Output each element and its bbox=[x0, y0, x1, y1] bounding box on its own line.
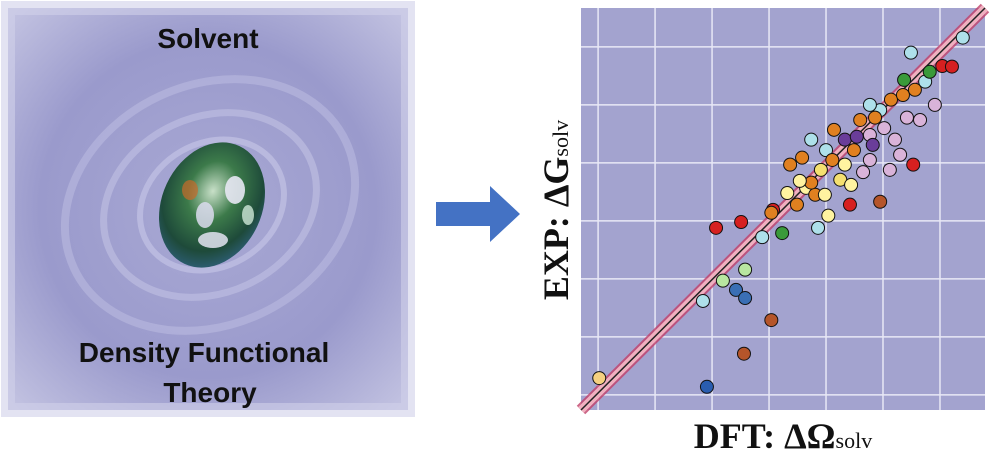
x-axis-label-main: DFT: ΔΩ bbox=[694, 416, 836, 456]
y-axis-label-main: EXP: ΔG bbox=[536, 157, 576, 301]
point bbox=[699, 379, 714, 394]
point bbox=[738, 291, 753, 306]
point bbox=[819, 143, 834, 158]
point bbox=[826, 122, 841, 137]
point bbox=[897, 72, 912, 87]
point bbox=[862, 152, 877, 167]
fit-line bbox=[576, 3, 990, 415]
y-axis-label: EXP: ΔGsolv bbox=[536, 120, 576, 300]
point bbox=[709, 220, 724, 235]
point bbox=[903, 45, 918, 60]
point bbox=[862, 97, 877, 112]
point bbox=[893, 147, 908, 162]
point bbox=[922, 64, 937, 79]
panel-caption: Theory bbox=[163, 377, 257, 408]
point bbox=[844, 177, 859, 192]
point bbox=[837, 132, 852, 147]
y-axis-label-sub: solv bbox=[548, 120, 573, 157]
point bbox=[856, 165, 871, 180]
point bbox=[738, 262, 753, 277]
point bbox=[865, 137, 880, 152]
point bbox=[825, 152, 840, 167]
point bbox=[780, 186, 795, 201]
point bbox=[868, 110, 883, 125]
point bbox=[883, 92, 898, 107]
point bbox=[789, 197, 804, 212]
point bbox=[906, 157, 921, 172]
point bbox=[783, 157, 798, 172]
point bbox=[804, 132, 819, 147]
point bbox=[913, 112, 928, 127]
point bbox=[899, 110, 914, 125]
point bbox=[882, 162, 897, 177]
point bbox=[728, 282, 743, 297]
point bbox=[775, 226, 790, 241]
point bbox=[695, 293, 710, 308]
point bbox=[736, 346, 751, 361]
panel-caption: Density Functional bbox=[79, 337, 329, 368]
point bbox=[877, 121, 892, 136]
point bbox=[817, 187, 832, 202]
point bbox=[895, 88, 910, 103]
point bbox=[715, 273, 730, 288]
point bbox=[734, 215, 749, 230]
point bbox=[755, 230, 770, 245]
panel-title: Solvent bbox=[157, 23, 258, 54]
point bbox=[846, 143, 861, 158]
points bbox=[592, 30, 970, 394]
solvent-image: Solvent Density Functional Theory bbox=[1, 1, 415, 417]
point bbox=[592, 371, 607, 386]
point bbox=[955, 30, 970, 45]
point bbox=[804, 175, 819, 190]
arrow bbox=[436, 186, 520, 242]
point bbox=[873, 194, 888, 209]
point bbox=[907, 82, 922, 97]
point bbox=[764, 205, 779, 220]
point bbox=[944, 59, 959, 74]
point bbox=[764, 313, 779, 328]
point bbox=[792, 173, 807, 188]
point bbox=[821, 208, 836, 223]
point bbox=[842, 197, 857, 212]
point bbox=[813, 162, 828, 177]
point bbox=[853, 112, 868, 127]
point bbox=[849, 129, 864, 144]
point bbox=[887, 132, 902, 147]
x-axis-label-sub: solv bbox=[836, 428, 873, 453]
x-axis-label: DFT: ΔΩsolv bbox=[694, 416, 872, 456]
point bbox=[795, 150, 810, 165]
point bbox=[811, 220, 826, 235]
point bbox=[927, 97, 942, 112]
point bbox=[837, 157, 852, 172]
